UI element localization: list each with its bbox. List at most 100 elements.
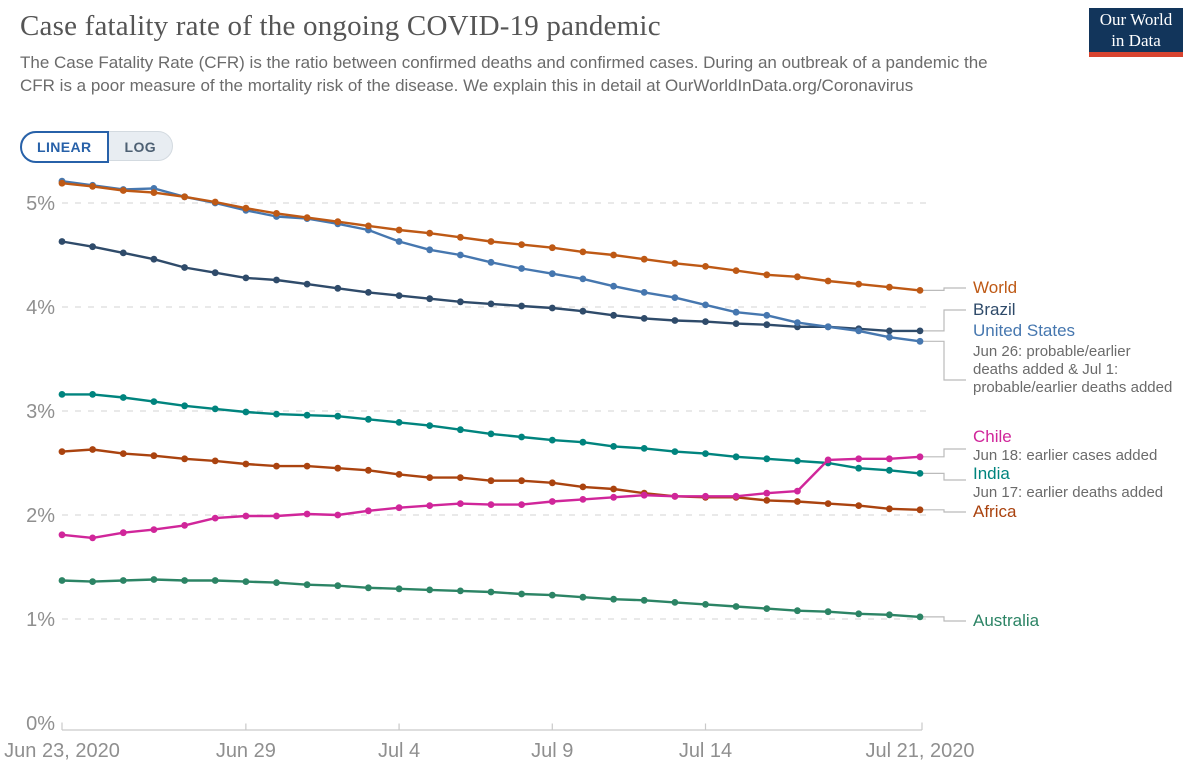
legend-item-world[interactable]: World bbox=[973, 278, 1018, 297]
data-point bbox=[181, 402, 189, 410]
data-point bbox=[211, 577, 219, 584]
data-point bbox=[58, 448, 66, 455]
data-point bbox=[273, 579, 280, 586]
legend-item-india[interactable]: India bbox=[973, 464, 1010, 483]
data-point bbox=[610, 443, 617, 450]
data-point bbox=[211, 514, 219, 522]
data-point bbox=[273, 276, 280, 284]
data-point bbox=[732, 308, 740, 316]
data-point bbox=[855, 327, 863, 335]
data-point bbox=[426, 295, 434, 303]
data-point bbox=[457, 233, 464, 241]
subtitle-text: The Case Fatality Rate (CFR) is the rati… bbox=[20, 53, 988, 95]
data-point bbox=[58, 531, 66, 539]
data-point bbox=[886, 283, 893, 291]
data-point bbox=[150, 452, 158, 460]
data-point bbox=[763, 455, 771, 463]
data-point bbox=[334, 218, 342, 226]
data-point bbox=[610, 282, 617, 290]
subtitle-link[interactable]: OurWorldInData.org/Coronavirus bbox=[665, 75, 914, 95]
data-point bbox=[702, 263, 709, 270]
data-point bbox=[487, 501, 495, 508]
legend-item-united-states[interactable]: United States bbox=[973, 321, 1076, 340]
data-point bbox=[855, 502, 863, 509]
series-australia[interactable] bbox=[58, 576, 924, 621]
data-point bbox=[457, 251, 464, 259]
legend-item-africa[interactable]: Africa bbox=[973, 502, 1017, 521]
data-point bbox=[763, 605, 771, 612]
legend-item-chile[interactable]: Chile bbox=[973, 427, 1012, 446]
log-scale-button[interactable]: LOG bbox=[124, 139, 157, 155]
data-point bbox=[181, 193, 189, 201]
data-point bbox=[334, 511, 342, 519]
series-brazil[interactable] bbox=[58, 238, 924, 335]
chart-subtitle: The Case Fatality Rate (CFR) is the rati… bbox=[20, 52, 1005, 97]
x-axis-label: Jul 21, 2020 bbox=[866, 740, 975, 762]
x-axis-label: Jul 9 bbox=[531, 740, 573, 762]
data-point bbox=[548, 270, 556, 278]
data-point bbox=[886, 466, 893, 474]
data-point bbox=[273, 410, 280, 418]
y-axis-label: 3% bbox=[26, 401, 55, 423]
data-point bbox=[303, 411, 311, 419]
data-point bbox=[579, 307, 587, 315]
data-point bbox=[89, 391, 96, 398]
data-point bbox=[916, 613, 924, 621]
data-point bbox=[150, 398, 158, 405]
data-point bbox=[579, 275, 587, 283]
data-point bbox=[610, 493, 617, 501]
data-point bbox=[548, 244, 556, 252]
data-point bbox=[732, 603, 740, 610]
data-point bbox=[763, 489, 771, 497]
series-world[interactable] bbox=[58, 179, 924, 294]
series-india[interactable] bbox=[58, 391, 924, 477]
data-point bbox=[548, 436, 556, 444]
data-point bbox=[89, 183, 96, 190]
data-point bbox=[518, 501, 525, 508]
data-point bbox=[181, 455, 189, 463]
owid-logo-line2: in Data bbox=[1111, 31, 1161, 50]
data-point bbox=[457, 474, 464, 481]
data-point bbox=[732, 492, 740, 500]
data-point bbox=[395, 585, 403, 593]
data-point bbox=[855, 610, 863, 618]
data-point bbox=[671, 294, 679, 301]
data-point bbox=[916, 506, 924, 514]
data-point bbox=[640, 596, 648, 604]
data-point bbox=[794, 487, 801, 495]
data-point bbox=[242, 204, 250, 212]
data-point bbox=[242, 578, 250, 585]
data-point bbox=[119, 187, 127, 194]
series-chile[interactable] bbox=[58, 453, 924, 542]
legend-item-brazil[interactable]: Brazil bbox=[973, 300, 1016, 319]
gridlines: 0% 1% 2% 3% 4% 5% bbox=[26, 193, 928, 735]
data-point bbox=[702, 601, 709, 608]
y-axis-label: 4% bbox=[26, 297, 55, 319]
data-point bbox=[548, 304, 556, 312]
data-point bbox=[211, 269, 219, 277]
data-point bbox=[487, 430, 495, 438]
data-point bbox=[395, 292, 403, 299]
data-point bbox=[518, 590, 525, 598]
data-point bbox=[518, 433, 525, 441]
linear-scale-button[interactable]: LINEAR bbox=[20, 131, 109, 163]
data-point bbox=[640, 289, 648, 296]
data-point bbox=[395, 238, 403, 245]
legend-note-india: Jun 17: earlier deaths added bbox=[973, 484, 1164, 501]
data-point bbox=[242, 408, 250, 416]
data-point bbox=[426, 586, 434, 594]
data-point bbox=[150, 526, 158, 533]
data-point bbox=[457, 426, 464, 434]
series-africa[interactable] bbox=[58, 446, 924, 514]
data-point bbox=[824, 500, 832, 507]
data-point bbox=[518, 265, 525, 272]
data-point bbox=[365, 466, 372, 474]
data-point bbox=[671, 448, 679, 455]
data-point bbox=[610, 595, 617, 603]
data-point bbox=[334, 412, 342, 420]
data-point bbox=[610, 485, 617, 493]
data-point bbox=[548, 498, 556, 505]
data-point bbox=[365, 222, 372, 230]
legend-item-australia[interactable]: Australia bbox=[973, 611, 1040, 630]
data-point bbox=[273, 512, 280, 520]
